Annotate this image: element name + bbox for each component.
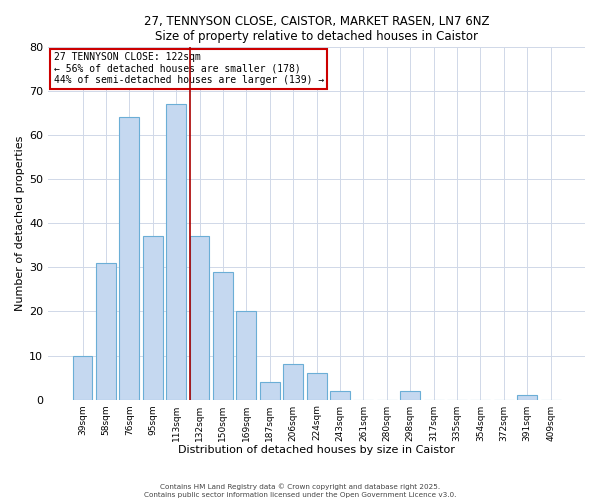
Bar	[517, 395, 537, 400]
Bar	[283, 364, 303, 400]
Bar	[166, 104, 186, 400]
Bar	[96, 263, 116, 400]
Bar	[190, 236, 209, 400]
Bar	[400, 391, 420, 400]
Text: Contains HM Land Registry data © Crown copyright and database right 2025.
Contai: Contains HM Land Registry data © Crown c…	[144, 484, 456, 498]
Title: 27, TENNYSON CLOSE, CAISTOR, MARKET RASEN, LN7 6NZ
Size of property relative to : 27, TENNYSON CLOSE, CAISTOR, MARKET RASE…	[144, 15, 490, 43]
Bar	[119, 118, 139, 400]
Bar	[213, 272, 233, 400]
Text: 27 TENNYSON CLOSE: 122sqm
← 56% of detached houses are smaller (178)
44% of semi: 27 TENNYSON CLOSE: 122sqm ← 56% of detac…	[53, 52, 324, 86]
Bar	[73, 356, 92, 400]
Y-axis label: Number of detached properties: Number of detached properties	[15, 136, 25, 311]
Bar	[260, 382, 280, 400]
Bar	[143, 236, 163, 400]
Bar	[330, 391, 350, 400]
Bar	[307, 373, 326, 400]
X-axis label: Distribution of detached houses by size in Caistor: Distribution of detached houses by size …	[178, 445, 455, 455]
Bar	[236, 312, 256, 400]
